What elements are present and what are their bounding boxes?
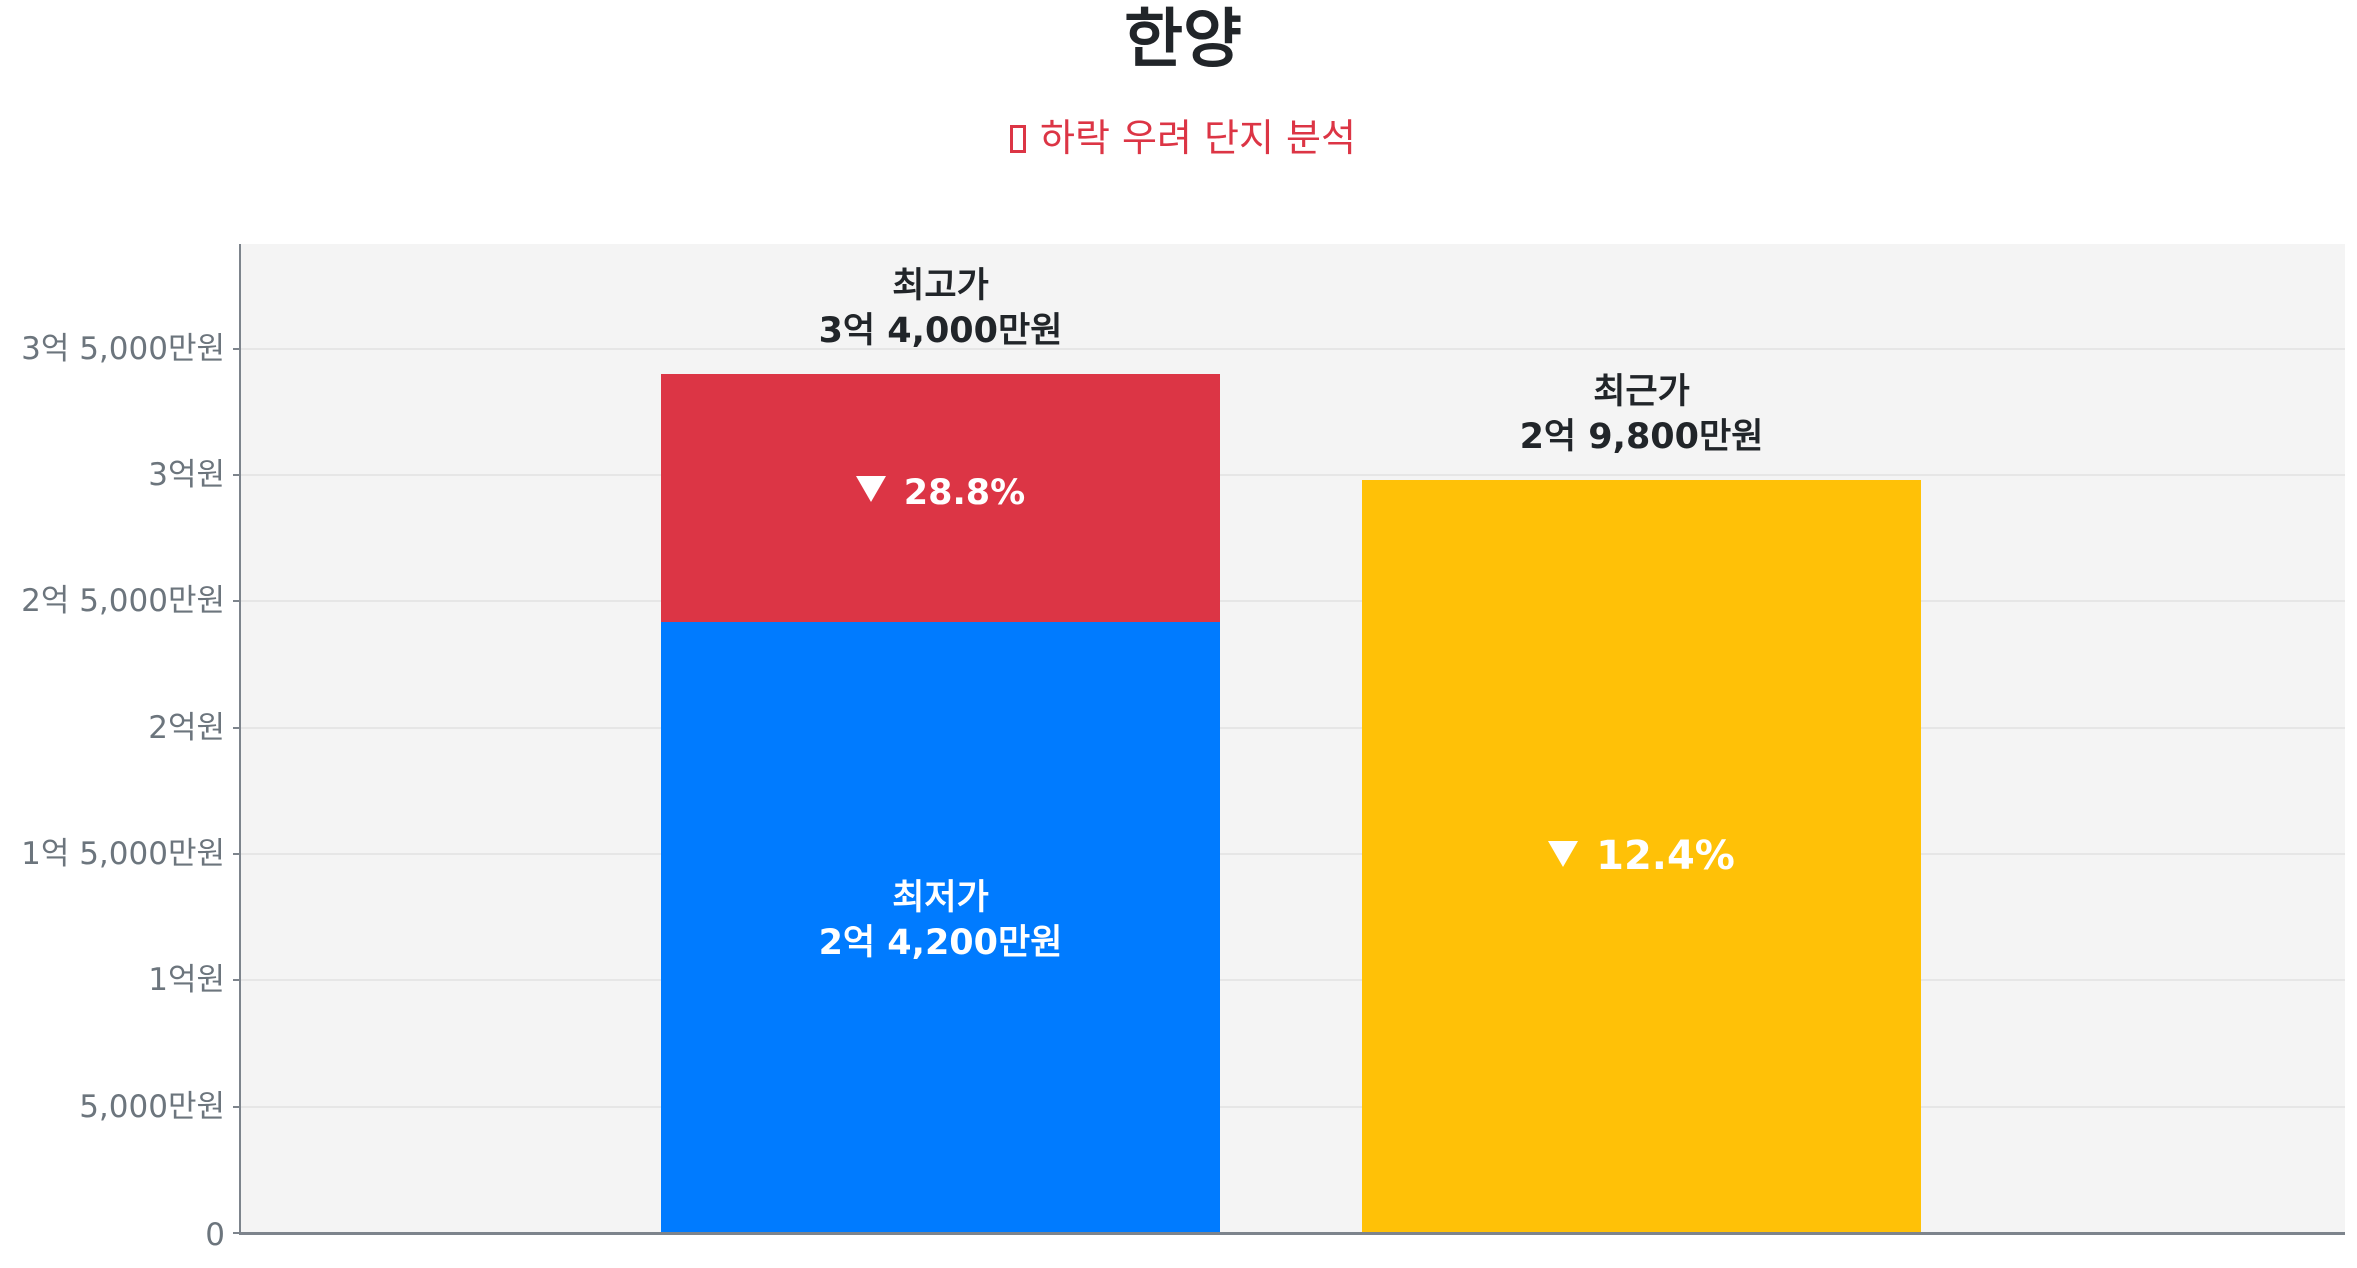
bar-recent-price [1362, 480, 1921, 1233]
gridline-5000 [241, 1106, 2345, 1108]
max-price-value: 3억 4,000만원 [818, 311, 1063, 351]
chart-title: 한양 [1124, 3, 1242, 77]
max-price-change: 28.8% [661, 471, 1220, 516]
ytick-30000 [233, 474, 240, 476]
recent-price-change: 12.4% [1362, 834, 1921, 879]
recent-price-value: 2억 9,800만원 [1519, 417, 1764, 457]
ytick-35000 [233, 348, 240, 350]
recent-price-change-value: 12.4% [1596, 833, 1735, 879]
gridline-30000 [241, 474, 2345, 476]
gridline-15000 [241, 853, 2345, 855]
ytick-label-15000: 1억 5,000만원 [21, 836, 225, 872]
ytick-25000 [233, 600, 240, 602]
gridline-20000 [241, 727, 2345, 729]
min-price-label: 최저가 2억 4,200만원 [661, 876, 1220, 966]
ytick-label-20000: 2억원 [148, 710, 225, 746]
max-price-change-value: 28.8% [903, 473, 1026, 513]
max-price-name: 최고가 [892, 266, 989, 306]
ytick-20000 [233, 727, 240, 729]
ytick-label-25000: 2억 5,000만원 [21, 583, 225, 619]
ytick-0 [233, 1232, 240, 1234]
ytick-label-5000: 5,000만원 [79, 1089, 225, 1125]
bar-max-price-diff [661, 374, 1220, 622]
bar-min-price [661, 622, 1220, 1233]
recent-price-name: 최근가 [1593, 372, 1690, 412]
ytick-label-0: 0 [205, 1217, 225, 1253]
ytick-15000 [233, 853, 240, 855]
subtitle-text: 하락 우려 단지 분석 [1040, 116, 1356, 160]
min-price-name: 최저가 [892, 878, 989, 918]
down-triangle-icon [855, 476, 886, 502]
min-price-value: 2억 4,200만원 [818, 923, 1063, 963]
ytick-label-10000: 1억원 [148, 962, 225, 998]
gridline-35000 [241, 348, 2345, 350]
gridline-25000 [241, 600, 2345, 602]
ytick-label-35000: 3억 5,000만원 [21, 331, 225, 367]
gridline-10000 [241, 979, 2345, 981]
ytick-5000 [233, 1106, 240, 1108]
recent-price-label: 최근가 2억 9,800만원 [1362, 370, 1921, 460]
x-axis [239, 1232, 2345, 1235]
plot-area [241, 244, 2345, 1233]
ytick-label-30000: 3억원 [148, 457, 225, 493]
y-axis [239, 244, 241, 1235]
missing-glyph-icon [1010, 125, 1027, 153]
max-price-label: 최고가 3억 4,000만원 [661, 264, 1220, 354]
ytick-10000 [233, 979, 240, 981]
down-triangle-icon [1548, 841, 1579, 867]
chart-subtitle: 하락 우려 단지 분석 [0, 110, 2357, 166]
